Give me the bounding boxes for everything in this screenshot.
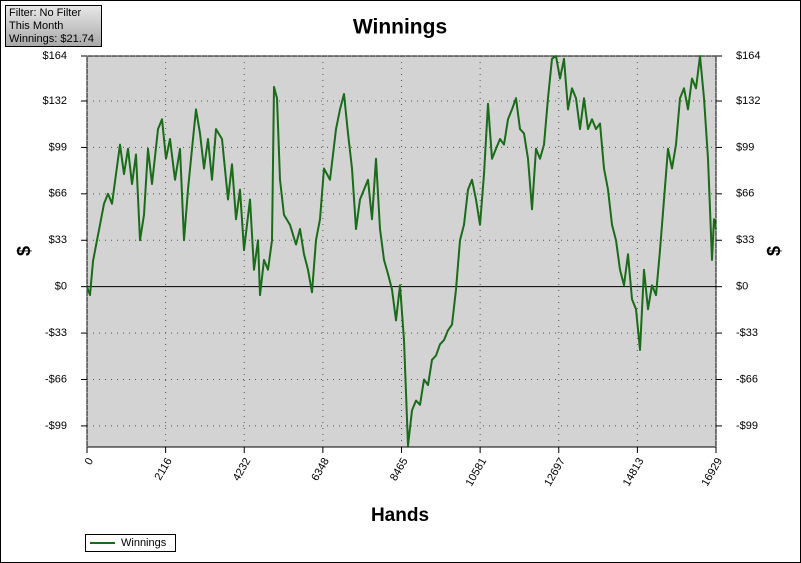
x-axis-title: Hands: [371, 505, 429, 526]
y2-tick-label: $164: [736, 50, 760, 62]
y2-tick-label: $132: [736, 95, 760, 107]
info-text: This Month: [9, 20, 63, 32]
legend-label: Winnings: [121, 537, 167, 549]
y-tick-label: $164: [43, 50, 67, 62]
y2-tick-label: $33: [736, 234, 754, 246]
x-tick-label: 0: [83, 456, 96, 467]
y-tick-label: $0: [55, 281, 67, 293]
y-tick-label: -$66: [45, 373, 67, 385]
y2-tick-label: -$33: [736, 327, 758, 339]
info-text: Filter: No Filter: [9, 7, 81, 19]
y2-tick-label: $0: [736, 281, 748, 293]
plot-area: [86, 55, 717, 448]
legend-box: [85, 534, 176, 552]
chart-title: Winnings: [353, 16, 447, 39]
y-tick-label: -$33: [45, 327, 67, 339]
y2-tick-label: $66: [736, 188, 754, 200]
info-box: [5, 5, 102, 47]
y2-tick-label: -$99: [736, 420, 758, 432]
y-tick-label: $132: [43, 95, 67, 107]
y-tick-label: $66: [49, 188, 67, 200]
y2-tick-label: -$66: [736, 373, 758, 385]
y-tick-label: -$99: [45, 420, 67, 432]
y-tick-label: $33: [49, 234, 67, 246]
y-axis-title: $: [14, 246, 34, 256]
y-tick-label: $99: [49, 141, 67, 153]
y2-tick-label: $99: [736, 141, 754, 153]
info-text: Winnings: $21.74: [9, 33, 94, 45]
y2-axis-title: $: [764, 246, 784, 256]
line-series: [86, 55, 717, 447]
